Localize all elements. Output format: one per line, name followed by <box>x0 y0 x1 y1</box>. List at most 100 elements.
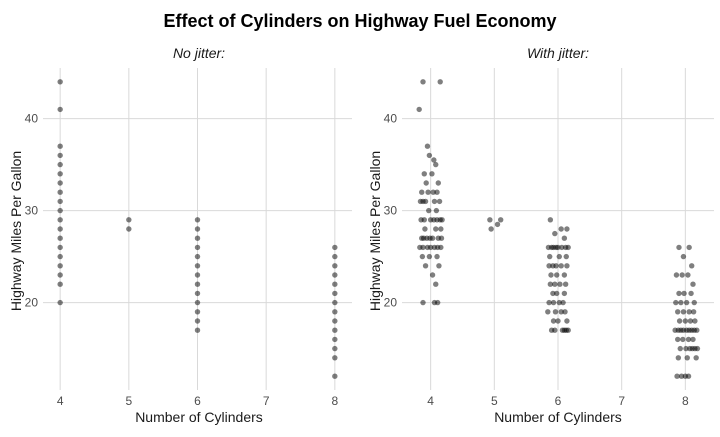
data-point <box>194 235 201 241</box>
data-point <box>194 299 201 306</box>
data-point <box>194 226 201 232</box>
data-point <box>420 244 426 251</box>
data-point <box>679 272 685 278</box>
data-point <box>420 299 426 306</box>
data-point <box>57 272 63 278</box>
data-point <box>425 189 431 195</box>
data-point <box>126 217 132 223</box>
data-point <box>550 318 557 324</box>
data-point <box>556 299 562 306</box>
data-point <box>559 244 565 251</box>
panel-subtitle: With jitter: <box>527 45 589 61</box>
y-tick-label: 30 <box>384 204 398 218</box>
data-point <box>426 152 433 159</box>
data-point <box>332 355 338 361</box>
data-point <box>419 253 426 260</box>
data-point <box>57 299 63 306</box>
panel-with-jitter: With jitter: 4 5 6 7 8 20 30 40 Number of Cyli… <box>367 45 714 425</box>
data-point <box>423 180 429 186</box>
data-point <box>426 253 433 260</box>
data-point <box>680 336 686 343</box>
data-point <box>57 281 63 287</box>
data-point <box>431 198 438 205</box>
data-point <box>554 290 560 297</box>
data-point <box>438 235 445 241</box>
data-point <box>673 299 679 306</box>
data-point <box>57 161 63 168</box>
data-point <box>558 226 564 232</box>
data-point <box>691 299 697 306</box>
data-point <box>676 244 682 251</box>
data-point <box>557 281 563 287</box>
data-point <box>431 157 437 163</box>
data-point <box>57 106 63 113</box>
data-point <box>429 272 436 278</box>
data-point <box>438 226 444 232</box>
data-point <box>332 299 338 306</box>
data-point <box>564 226 570 232</box>
data-point <box>686 244 692 251</box>
data-point <box>565 327 571 333</box>
data-point <box>676 290 682 297</box>
data-point <box>675 309 681 315</box>
data-point <box>497 217 504 223</box>
data-point <box>547 253 553 260</box>
data-point <box>57 226 63 232</box>
data-point <box>545 309 551 315</box>
data-point <box>435 180 441 186</box>
data-point <box>57 253 63 260</box>
data-point <box>57 217 63 223</box>
data-point <box>439 217 445 223</box>
x-tick-label: 8 <box>331 394 338 408</box>
data-point <box>488 226 494 232</box>
x-axis-title: Number of Cylinders <box>494 409 622 425</box>
x-tick-label: 8 <box>682 394 689 408</box>
data-point <box>194 272 201 278</box>
data-point <box>684 355 690 361</box>
data-point <box>332 336 338 343</box>
x-tick-labels: 4 5 6 7 8 <box>57 394 339 408</box>
data-point <box>674 373 680 379</box>
y-tick-label: 40 <box>384 112 398 126</box>
y-tick-label: 20 <box>25 296 39 310</box>
y-tick-label: 30 <box>25 204 39 218</box>
data-point <box>690 309 697 315</box>
panel-no-jitter: No jitter: 4 5 6 7 8 20 30 40 Number of Cylind… <box>8 45 352 425</box>
y-tick-labels: 20 30 40 <box>25 112 39 310</box>
data-point <box>558 263 564 269</box>
data-point <box>422 263 429 269</box>
data-point <box>57 79 63 85</box>
data-point <box>677 345 683 352</box>
x-tick-labels: 4 5 6 7 8 <box>427 394 689 408</box>
data-point <box>685 373 692 379</box>
gridlines <box>402 68 714 390</box>
y-tick-label: 20 <box>384 296 398 310</box>
data-point <box>57 198 63 205</box>
data-point <box>547 281 554 287</box>
points <box>416 79 701 379</box>
x-axis-title: Number of Cylinders <box>135 409 263 425</box>
data-point <box>57 235 63 241</box>
data-point <box>434 299 441 306</box>
data-point <box>675 355 682 361</box>
data-point <box>564 263 570 269</box>
data-point <box>438 244 444 251</box>
data-point <box>426 207 432 214</box>
data-point <box>689 263 695 269</box>
data-point <box>421 217 427 223</box>
data-point <box>332 327 338 333</box>
data-point <box>429 235 436 241</box>
data-point <box>57 143 63 149</box>
data-point <box>332 290 338 297</box>
data-point <box>693 355 699 361</box>
data-point <box>194 327 201 333</box>
data-point <box>550 299 557 306</box>
data-point <box>694 345 701 352</box>
data-point <box>436 263 442 269</box>
data-point <box>194 290 201 297</box>
data-point <box>194 253 201 260</box>
data-point <box>561 272 568 278</box>
data-point <box>680 253 687 260</box>
data-point <box>420 79 426 85</box>
